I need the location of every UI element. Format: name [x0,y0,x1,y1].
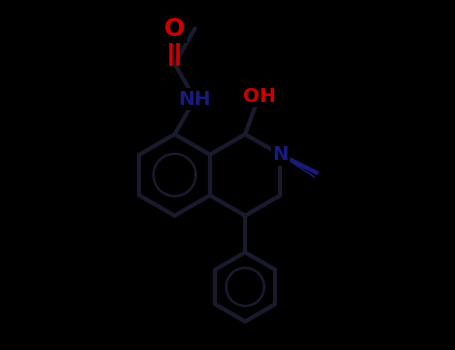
Text: N: N [272,145,288,164]
Text: O: O [164,17,185,41]
Text: NH: NH [179,90,211,108]
Text: OH: OH [243,86,275,105]
